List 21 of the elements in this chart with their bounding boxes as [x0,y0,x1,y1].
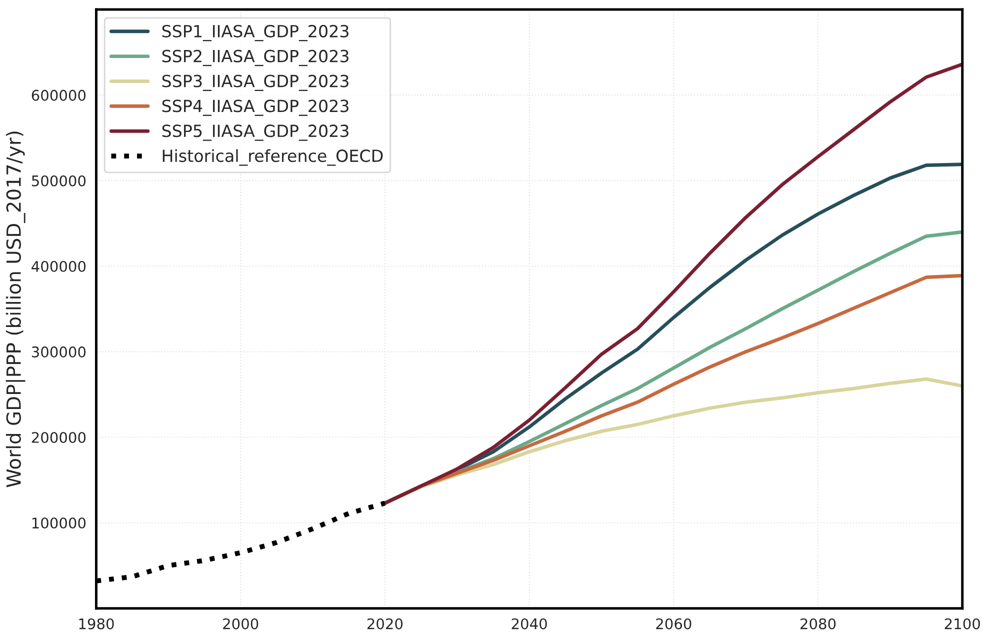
x-tick-label: 2080 [800,618,836,630]
y-tick-label: 200000 [32,432,86,444]
x-tick-label: 2100 [944,618,980,630]
x-tick-label: 2020 [367,618,403,630]
y-tick-label: 500000 [32,175,86,186]
legend-label: SSP1_IIASA_GDP_2023 [162,24,348,42]
legend-label: SSP4_IIASA_GDP_2023 [162,100,348,116]
x-tick-label: 1980 [79,618,114,630]
line-series [383,62,962,505]
y-tick-label: 600000 [32,90,86,101]
x-tick-label: 2040 [512,618,547,630]
y-tick-label: 100000 [32,518,86,529]
x-tick-label: 2000 [223,618,258,630]
x-tick-label: 2060 [656,618,692,630]
y-tick-label: 300000 [32,346,86,358]
y-axis-title: World GDP|PPP (billion USD_2017/yr) [6,132,26,488]
legend-label: Historical_reference_OECD [162,149,383,166]
y-tick-label: 400000 [32,260,86,272]
legend-label: SSP5_IIASA_GDP_2023 [162,124,348,141]
legend-label: SSP3_IIASA_GDP_2023 [162,74,348,92]
legend-label: SSP2_IIASA_GDP_2023 [162,50,348,66]
